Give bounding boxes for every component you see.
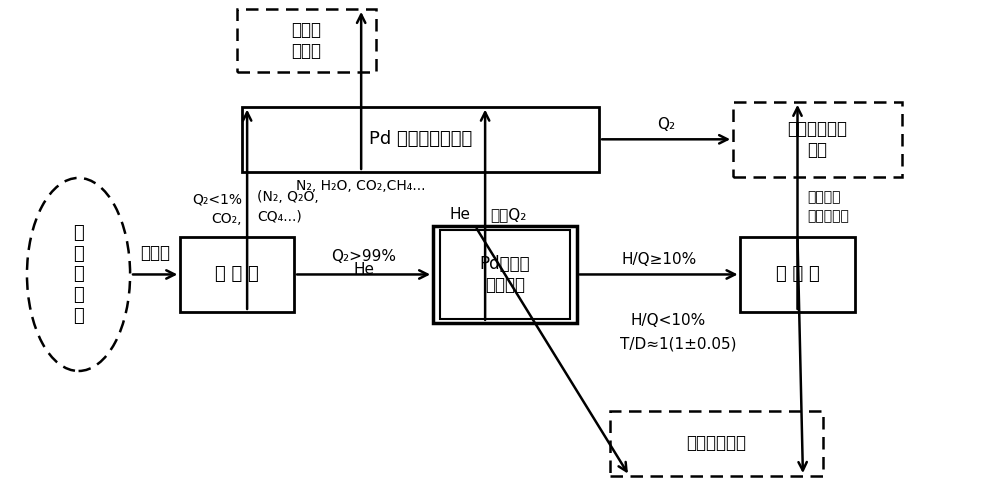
Text: 低 温 泵: 低 温 泵	[215, 266, 259, 283]
FancyBboxPatch shape	[242, 107, 599, 172]
Text: N₂, H₂O, CO₂,CH₄...: N₂, H₂O, CO₂,CH₄...	[296, 179, 426, 193]
FancyBboxPatch shape	[237, 9, 376, 72]
Text: 废气除
氚系统: 废气除 氚系统	[292, 21, 322, 60]
Text: CO₂,: CO₂,	[212, 212, 242, 226]
FancyBboxPatch shape	[433, 226, 577, 323]
Text: Pd合金膜
分离单元: Pd合金膜 分离单元	[480, 255, 530, 294]
Text: Q₂: Q₂	[657, 117, 675, 133]
Text: Q₂<1%: Q₂<1%	[192, 192, 242, 207]
Text: CQ₄...): CQ₄...)	[257, 210, 302, 223]
Text: 色 谱 柱: 色 谱 柱	[776, 266, 819, 283]
Text: He: He	[449, 207, 470, 222]
Text: 燃料储存系统: 燃料储存系统	[686, 435, 746, 452]
Text: 少量氦和氚: 少量氦和氚	[807, 210, 849, 223]
FancyBboxPatch shape	[440, 230, 570, 319]
Text: H/Q≥10%: H/Q≥10%	[621, 252, 696, 268]
Text: Pd 合金膜反应单元: Pd 合金膜反应单元	[369, 130, 472, 148]
Text: (N₂, Q₂O,: (N₂, Q₂O,	[257, 190, 319, 204]
Text: 氢同位素分离
系统: 氢同位素分离 系统	[787, 120, 847, 159]
FancyBboxPatch shape	[180, 237, 294, 312]
Text: Q₂>99%: Q₂>99%	[331, 248, 396, 264]
Text: H/Q<10%: H/Q<10%	[630, 313, 706, 328]
FancyBboxPatch shape	[733, 102, 902, 177]
Text: T/D≈1(1±0.05): T/D≈1(1±0.05)	[620, 337, 737, 352]
Text: 大量氢，: 大量氢，	[807, 190, 841, 204]
Text: 少量Q₂: 少量Q₂	[490, 207, 526, 222]
Text: 聚
变
反
应
室: 聚 变 反 应 室	[73, 224, 84, 325]
Ellipse shape	[27, 178, 130, 371]
Text: He: He	[353, 262, 374, 277]
Text: 排灰气: 排灰气	[140, 244, 170, 262]
FancyBboxPatch shape	[740, 237, 855, 312]
FancyBboxPatch shape	[610, 411, 823, 476]
